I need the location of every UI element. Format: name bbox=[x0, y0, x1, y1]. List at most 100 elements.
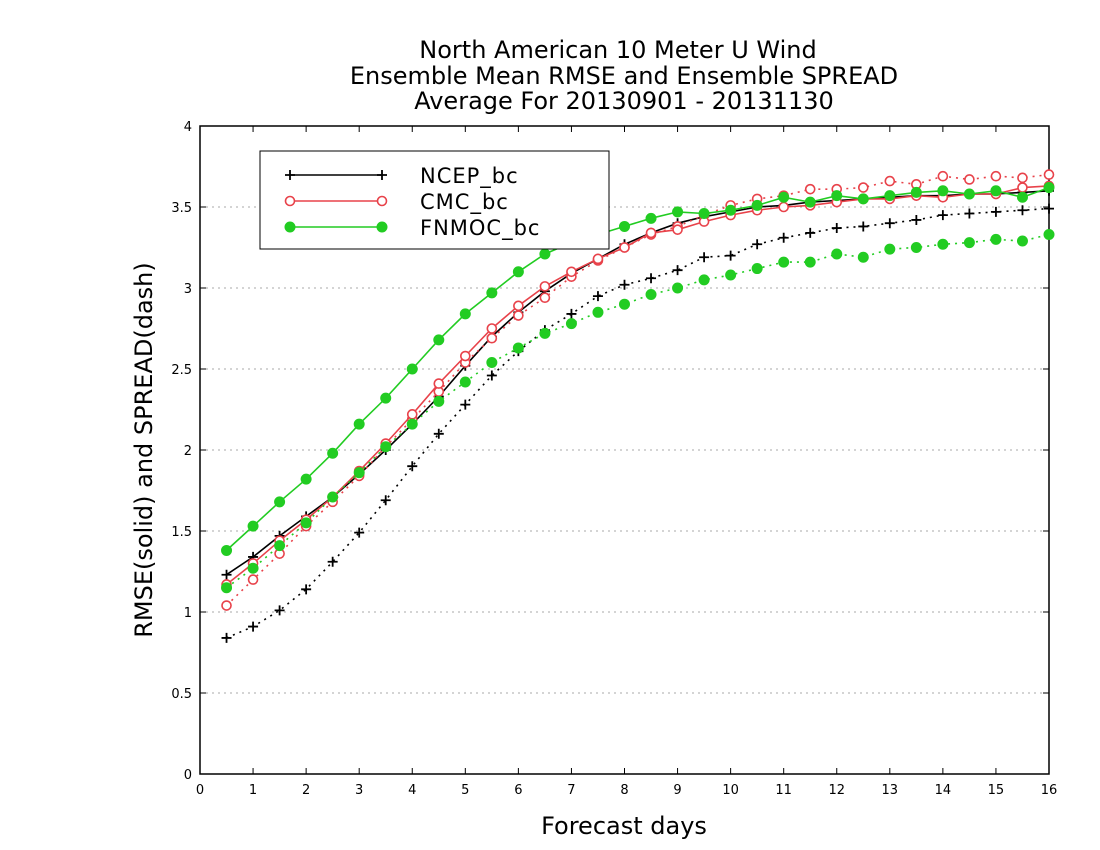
fnmoc-bc-rmse-point bbox=[1043, 182, 1055, 194]
fnmoc-bc-spread-point bbox=[433, 395, 445, 407]
fnmoc-bc-spread-point bbox=[645, 288, 657, 300]
cmc-bc-rmse-point bbox=[778, 201, 789, 213]
ncep-bc-spread-point bbox=[805, 227, 816, 238]
ncep-bc-spread-point bbox=[380, 495, 391, 506]
fnmoc-bc-rmse-point bbox=[539, 248, 551, 260]
fnmoc-bc-rmse-point bbox=[645, 212, 657, 224]
fnmoc-bc-spread-point bbox=[884, 243, 896, 255]
legend-label: FNMOC_bc bbox=[420, 216, 540, 241]
cmc-bc-rmse-point bbox=[486, 323, 498, 334]
fnmoc-bc-spread-point bbox=[778, 256, 790, 268]
fnmoc-bc-rmse-point bbox=[406, 363, 418, 375]
fnmoc-bc-spread-point bbox=[672, 282, 684, 294]
fnmoc-bc-spread-point bbox=[247, 562, 259, 574]
cmc-bc-rmse-point bbox=[1017, 182, 1028, 193]
fnmoc-bc-spread-point bbox=[910, 242, 922, 253]
x-axis-label: Forecast days bbox=[541, 812, 707, 840]
fnmoc-bc-spread-point bbox=[300, 517, 312, 529]
x-tick-label: 15 bbox=[988, 783, 1005, 798]
ncep-bc-spread-point bbox=[672, 265, 683, 276]
x-tick-label: 5 bbox=[461, 783, 469, 798]
ncep-bc-spread-point bbox=[354, 527, 365, 538]
x-tick-label: 10 bbox=[722, 783, 739, 798]
legend-label: NCEP_bc bbox=[420, 164, 519, 189]
cmc-bc-spread-point bbox=[1043, 169, 1055, 180]
fnmoc-bc-rmse-point bbox=[619, 220, 630, 232]
legend-marker bbox=[376, 221, 388, 233]
cmc-bc-spread-point bbox=[247, 574, 259, 585]
fnmoc-bc-spread-point bbox=[486, 357, 498, 369]
cmc-bc-rmse-point bbox=[406, 409, 418, 420]
fnmoc-bc-rmse-point bbox=[698, 207, 710, 219]
series-ncep-bc bbox=[221, 185, 1054, 643]
fnmoc-bc-rmse-point bbox=[857, 193, 869, 205]
fnmoc-bc-spread-line bbox=[226, 233, 1050, 589]
fnmoc-bc-spread-point bbox=[539, 327, 551, 339]
fnmoc-bc-spread-point bbox=[406, 418, 418, 430]
y-tick-label: 0.5 bbox=[171, 687, 192, 702]
fnmoc-bc-spread-point bbox=[751, 263, 763, 275]
cmc-bc-spread-point bbox=[990, 170, 1002, 182]
legend-item-cmc-bc: CMC_bc bbox=[284, 190, 509, 215]
y-axis: 0 0.5 1 1.5 2 2.5 3 3.5 4 bbox=[171, 120, 1049, 783]
cmc-bc-spread-point bbox=[804, 183, 816, 195]
ncep-bc-spread-point bbox=[327, 556, 338, 567]
series-layer bbox=[221, 169, 1055, 643]
x-axis: 0 1 2 3 4 5 6 7 8 9 10 11 12 13 14 15 16 bbox=[196, 126, 1057, 798]
chart-title: North American 10 Meter U Wind Ensemble … bbox=[350, 36, 898, 115]
y-tick-label: 0 bbox=[184, 768, 192, 783]
cmc-bc-rmse-point bbox=[645, 227, 657, 239]
fnmoc-bc-rmse-point bbox=[831, 190, 843, 202]
y-tick-label: 4 bbox=[184, 120, 192, 135]
ncep-bc-spread-point bbox=[248, 621, 259, 632]
fnmoc-bc-spread-point bbox=[512, 342, 524, 354]
fnmoc-bc-rmse-point bbox=[990, 185, 1002, 197]
fnmoc-bc-spread-point bbox=[274, 540, 286, 552]
ncep-bc-spread-point bbox=[460, 399, 471, 410]
fnmoc-bc-rmse-point bbox=[1016, 191, 1028, 203]
legend-label: CMC_bc bbox=[420, 190, 509, 215]
fnmoc-bc-spread-point bbox=[963, 237, 975, 249]
fnmoc-bc-rmse-point bbox=[884, 190, 896, 202]
fnmoc-bc-rmse-point bbox=[353, 418, 365, 430]
x-tick-label: 8 bbox=[620, 783, 628, 798]
cmc-bc-rmse-point bbox=[592, 253, 604, 265]
x-tick-label: 13 bbox=[882, 783, 899, 798]
ncep-bc-spread-point bbox=[911, 214, 922, 225]
legend-item-fnmoc-bc: FNMOC_bc bbox=[284, 216, 540, 241]
fnmoc-bc-spread-point bbox=[804, 256, 816, 268]
cmc-bc-rmse-point bbox=[672, 224, 683, 235]
fnmoc-bc-spread-point bbox=[221, 582, 233, 594]
fnmoc-bc-spread-point bbox=[937, 238, 949, 250]
cmc-bc-spread-point bbox=[884, 175, 896, 187]
ncep-bc-spread-point bbox=[619, 279, 630, 290]
title-line-2: Ensemble Mean RMSE and Ensemble SPREAD bbox=[350, 62, 898, 90]
ncep-bc-spread-point bbox=[990, 206, 1001, 217]
y-axis-label: RMSE(solid) and SPREAD(dash) bbox=[130, 262, 158, 638]
ncep-bc-rmse-point bbox=[221, 569, 232, 580]
fnmoc-bc-rmse-point bbox=[778, 191, 790, 203]
ncep-bc-spread-point bbox=[646, 273, 657, 284]
ncep-bc-spread-point bbox=[937, 210, 948, 221]
fnmoc-bc-rmse-point bbox=[380, 392, 392, 404]
cmc-bc-spread-point bbox=[513, 310, 524, 321]
ncep-bc-spread-point bbox=[407, 461, 418, 472]
fnmoc-bc-rmse-point bbox=[751, 199, 763, 211]
ncep-bc-spread-point bbox=[221, 632, 232, 643]
cmc-bc-spread-point bbox=[221, 600, 232, 611]
cmc-bc-spread-point bbox=[857, 182, 869, 193]
cmc-bc-rmse-point bbox=[513, 300, 524, 312]
ncep-bc-spread-point bbox=[725, 250, 736, 261]
x-tick-label: 2 bbox=[302, 783, 310, 798]
fnmoc-bc-spread-point bbox=[857, 251, 869, 263]
fnmoc-bc-rmse-point bbox=[221, 544, 233, 556]
ncep-bc-spread-point bbox=[831, 223, 842, 234]
title-line-3: Average For 20130901 - 20131130 bbox=[414, 87, 834, 115]
fnmoc-bc-spread-point bbox=[990, 233, 1002, 245]
cmc-bc-rmse-point bbox=[433, 378, 445, 389]
cmc-bc-spread-point bbox=[964, 174, 975, 185]
cmc-bc-rmse-point bbox=[539, 281, 551, 292]
fnmoc-bc-spread-point bbox=[725, 269, 737, 281]
fnmoc-bc-rmse-point bbox=[274, 496, 286, 508]
